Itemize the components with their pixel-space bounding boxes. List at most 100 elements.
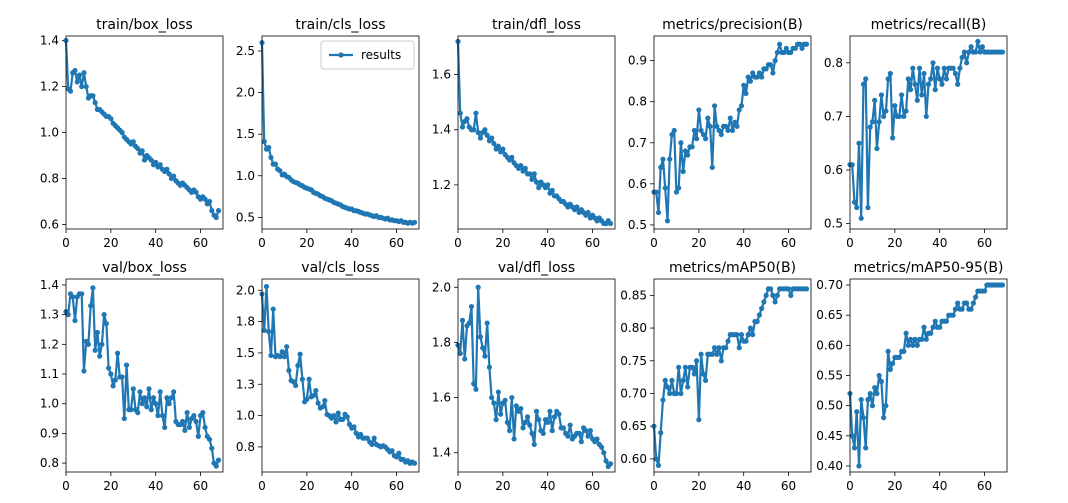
data-point <box>139 148 145 154</box>
x-tick-label: 20 <box>103 236 118 250</box>
data-point <box>676 185 682 191</box>
data-point <box>279 349 285 355</box>
data-point <box>141 157 148 163</box>
data-point <box>531 441 537 448</box>
data-point <box>85 341 92 347</box>
data-point <box>164 395 170 401</box>
x-tick-label: 60 <box>585 479 600 493</box>
data-point <box>293 382 299 389</box>
data-point <box>759 74 765 80</box>
data-point <box>999 282 1006 288</box>
data-point <box>856 140 862 146</box>
data-point <box>162 424 168 431</box>
subplot-title: metrics/precision(B) <box>662 17 803 33</box>
data-point <box>331 413 337 419</box>
y-tick-label: 0.8 <box>236 440 255 454</box>
data-point <box>123 362 130 368</box>
data-point <box>527 422 533 428</box>
data-point <box>206 198 213 205</box>
data-point <box>892 103 898 109</box>
data-point <box>533 179 540 185</box>
data-point <box>788 49 794 56</box>
data-point <box>709 351 715 357</box>
subplot-8: val/dfl_loss 0 20 40 60 1.4 1.6 1.8 2.0 <box>432 260 616 493</box>
data-point <box>903 330 909 336</box>
data-point <box>153 159 159 165</box>
y-tick-label: 1.0 <box>40 126 59 140</box>
data-point <box>682 364 689 370</box>
data-point <box>411 219 418 225</box>
data-point <box>99 341 105 347</box>
data-point <box>106 365 112 371</box>
data-point <box>705 115 711 121</box>
data-point <box>261 327 267 333</box>
x-tick-label: 60 <box>193 236 208 250</box>
y-tick-label: 0.75 <box>620 354 647 368</box>
data-point <box>881 415 887 421</box>
data-point <box>346 421 353 427</box>
data-point <box>518 162 524 169</box>
data-point <box>482 127 488 133</box>
data-point <box>759 305 765 312</box>
subplot-3: train/dfl_loss 0 20 40 60 1.2 1.4 1.6 <box>432 17 616 250</box>
subplot-5: metrics/recall(B) 0 20 40 60 0.5 0.6 0.7 0.8 <box>824 17 1008 250</box>
data-point <box>155 412 161 419</box>
x-tick-label: 60 <box>389 479 404 493</box>
data-point <box>130 386 136 392</box>
data-point <box>856 463 862 469</box>
data-point <box>867 390 873 397</box>
data-point <box>738 332 745 338</box>
data-point <box>130 139 136 145</box>
data-point <box>480 345 486 351</box>
data-point <box>685 152 691 158</box>
y-tick-label: 0.65 <box>620 419 647 433</box>
data-point <box>157 389 163 395</box>
data-point <box>869 119 876 125</box>
data-point <box>540 430 546 436</box>
data-point <box>524 414 531 420</box>
x-tick-label: 40 <box>344 236 359 250</box>
data-point <box>101 312 107 318</box>
series-line <box>65 286 220 468</box>
data-point <box>268 154 274 161</box>
axes-frame <box>457 35 616 230</box>
data-point <box>195 433 201 439</box>
data-point <box>756 70 763 76</box>
data-point <box>351 424 357 430</box>
data-point <box>193 418 199 425</box>
data-point <box>495 389 501 395</box>
axes-frame <box>261 278 420 473</box>
x-tick-label: 20 <box>103 479 118 493</box>
data-point <box>213 463 219 469</box>
data-point <box>186 424 192 431</box>
data-point <box>79 291 85 297</box>
x-tick-label: 20 <box>495 479 510 493</box>
data-point <box>70 294 76 300</box>
data-point <box>491 140 497 147</box>
data-point <box>658 430 664 436</box>
y-tick-label: 0.60 <box>816 338 843 352</box>
data-point <box>457 350 463 357</box>
y-tick-label: 1.0 <box>40 397 59 411</box>
y-tick-label: 1.0 <box>236 409 255 423</box>
data-point <box>785 286 792 292</box>
x-tick-label: 0 <box>454 236 462 250</box>
data-point <box>743 90 749 97</box>
data-point <box>491 400 497 406</box>
data-point <box>585 433 591 439</box>
data-point <box>869 403 876 409</box>
series-line <box>260 285 416 465</box>
data-point <box>88 303 94 309</box>
data-point <box>533 408 540 414</box>
data-point <box>959 306 965 312</box>
data-point <box>981 288 988 294</box>
data-point <box>761 299 767 305</box>
data-point <box>594 436 600 442</box>
x-tick-label: 0 <box>846 479 854 493</box>
data-point <box>772 58 778 64</box>
subplot-title: metrics/recall(B) <box>871 17 987 33</box>
data-point <box>777 41 783 47</box>
data-point <box>607 461 614 467</box>
data-point <box>268 352 274 359</box>
data-point <box>950 65 956 71</box>
